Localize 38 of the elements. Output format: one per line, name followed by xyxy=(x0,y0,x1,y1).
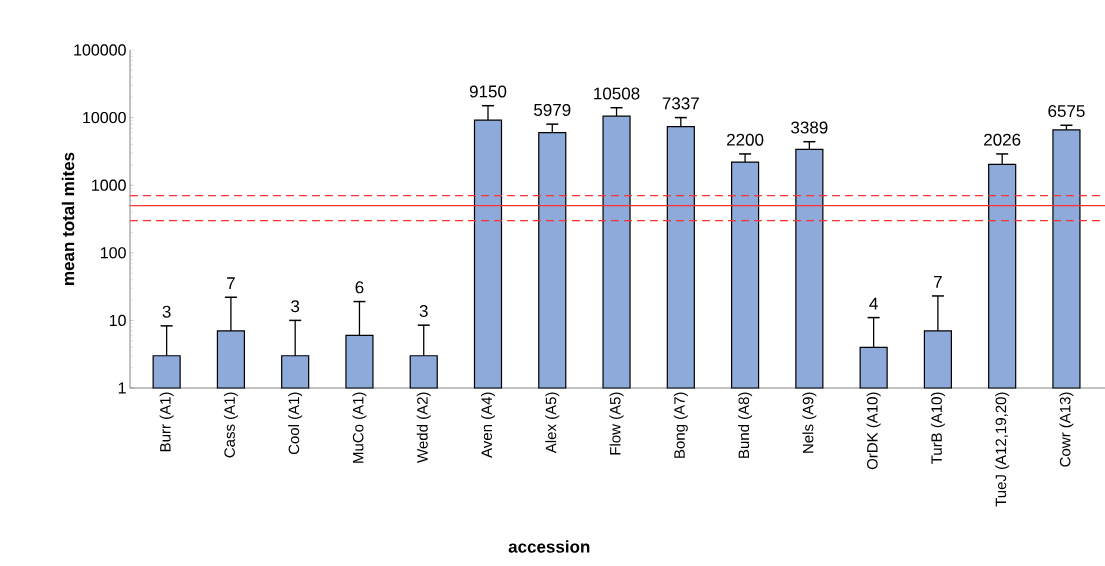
x-tick-label: Bund (A8) xyxy=(738,392,753,458)
data-label: 10508 xyxy=(594,87,640,100)
data-label: 9150 xyxy=(469,85,507,98)
x-tick-label: OrDK (A10) xyxy=(866,392,881,470)
y-tick-label: 10 xyxy=(109,314,126,327)
x-tick-label: Burr (A1) xyxy=(159,392,174,452)
y-tick-label: 1 xyxy=(118,382,126,394)
data-label: 5979 xyxy=(534,103,571,116)
x-tick-label: Cowr (A13) xyxy=(1059,392,1074,467)
x-tick-label: TueJ (A12,19,20) xyxy=(995,392,1010,507)
y-tick-label: 100 xyxy=(101,247,126,259)
y-axis-title: mean total mites xyxy=(61,152,75,285)
x-tick-label: Aven (A4) xyxy=(481,392,495,458)
data-label: 4 xyxy=(869,297,878,310)
data-label: 3389 xyxy=(791,121,828,134)
x-tick-label: Bong (A7) xyxy=(673,392,688,458)
y-tick-label: 1000 xyxy=(92,179,126,191)
data-label: 7 xyxy=(227,277,235,290)
data-label: 6 xyxy=(355,281,364,294)
y-tick-label: 100000 xyxy=(74,44,126,56)
x-tick-label: Wedd (A2) xyxy=(416,392,431,463)
x-tick-label: TurB (A10) xyxy=(930,392,945,464)
data-label: 3 xyxy=(419,304,428,317)
x-tick-label: Flow (A5) xyxy=(609,392,624,455)
x-tick-label: MuCo (A1) xyxy=(352,392,367,463)
data-label: 7 xyxy=(934,276,942,288)
x-tick-label: Nels (A9) xyxy=(802,392,817,453)
data-label: 2200 xyxy=(727,133,764,146)
data-label: 6575 xyxy=(1048,105,1085,118)
x-tick-label: Cool (A1) xyxy=(288,392,303,455)
x-tick-label: Alex (A5) xyxy=(545,392,560,454)
data-label: 7337 xyxy=(662,97,699,110)
data-label: 3 xyxy=(291,300,300,313)
data-label: 3 xyxy=(162,305,171,318)
data-label: 2026 xyxy=(984,133,1021,146)
x-tick-label: Cass (A1) xyxy=(223,392,238,458)
x-axis-title: accession xyxy=(508,540,590,553)
y-tick-label: 10000 xyxy=(83,111,126,124)
